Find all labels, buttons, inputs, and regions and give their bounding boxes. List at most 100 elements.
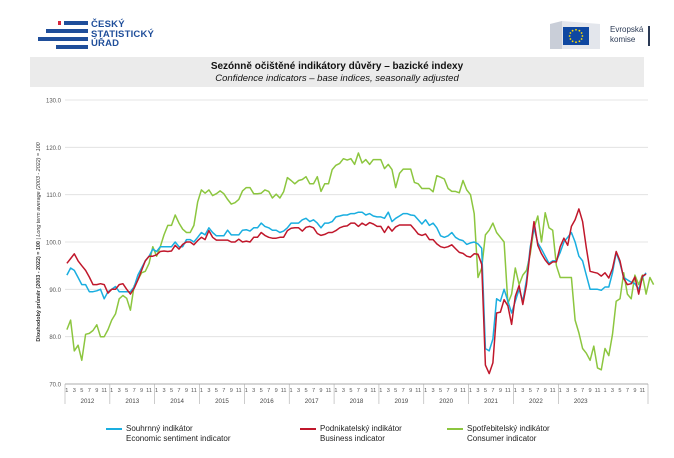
x-tick-label-month: 11 <box>460 388 466 394</box>
x-tick-label-month: 1 <box>110 388 113 394</box>
x-tick-label-month: 3 <box>387 388 390 394</box>
x-tick-label-month: 7 <box>626 388 629 394</box>
legend-label-consumer-cs: Spotřebitelský indikátor <box>467 424 550 433</box>
x-tick-label-month: 1 <box>65 388 68 394</box>
x-tick-label-month: 7 <box>357 388 360 394</box>
x-tick-label-year: 2017 <box>305 398 319 405</box>
x-tick-label-month: 11 <box>639 388 645 394</box>
x-tick-label-year: 2020 <box>439 398 453 405</box>
x-tick-label-month: 7 <box>133 388 136 394</box>
x-tick-label-month: 7 <box>402 388 405 394</box>
x-tick-label-month: 3 <box>521 388 524 394</box>
y-tick-label: 110.0 <box>46 193 61 199</box>
x-tick-label-year: 2018 <box>350 398 364 405</box>
x-tick-label-month: 5 <box>349 388 352 394</box>
y-axis-label-en: | Long term average (2003 - 2022) = 100 <box>36 142 42 239</box>
x-tick-label-month: 5 <box>574 388 577 394</box>
ec-logo-text: Evropská komise <box>610 25 644 44</box>
x-tick-label-month: 7 <box>177 388 180 394</box>
x-tick-label-year: 2013 <box>125 398 139 405</box>
legend-label-economic-en: Economic sentiment indicator <box>126 434 231 443</box>
x-tick-label-month: 1 <box>290 388 293 394</box>
x-tick-label-month: 1 <box>603 388 606 394</box>
x-tick-label-month: 7 <box>446 388 449 394</box>
y-tick-label: 90.0 <box>49 288 61 294</box>
x-tick-label-month: 3 <box>297 388 300 394</box>
x-tick-label-month: 9 <box>589 388 592 394</box>
csu-logo-bars-icon <box>38 21 88 49</box>
y-axis-label-cs: Dlouhodobý průměr (2003 - 2022) = 100 <box>35 240 42 342</box>
x-tick-label-month: 7 <box>491 388 494 394</box>
chart-subtitle: Confidence indicators – base indices, se… <box>215 73 459 84</box>
x-tick-label-month: 1 <box>514 388 517 394</box>
x-tick-label-month: 1 <box>469 388 472 394</box>
ec-logo-divider <box>648 26 650 46</box>
x-tick-label-year: 2021 <box>484 398 498 405</box>
ec-building-icon <box>550 21 600 49</box>
x-tick-label-month: 9 <box>319 388 322 394</box>
x-tick-label-month: 11 <box>370 388 376 394</box>
x-tick-label-month: 11 <box>595 388 601 394</box>
x-tick-label-month: 5 <box>529 388 532 394</box>
x-tick-label-month: 1 <box>155 388 158 394</box>
legend-label-business-en: Business indicator <box>320 434 385 443</box>
x-tick-label-month: 7 <box>222 388 225 394</box>
x-tick-label-month: 9 <box>364 388 367 394</box>
x-tick-label-month: 7 <box>312 388 315 394</box>
x-tick-label-month: 9 <box>499 388 502 394</box>
x-tick-label-month: 9 <box>275 388 278 394</box>
legend-label-consumer-en: Consumer indicator <box>467 434 537 443</box>
x-tick-label-month: 3 <box>342 388 345 394</box>
x-tick-label-month: 3 <box>252 388 255 394</box>
x-tick-label-month: 1 <box>424 388 427 394</box>
european-commission-logo: Evropská komise <box>548 20 652 50</box>
x-tick-label-month: 1 <box>334 388 337 394</box>
x-tick-label-month: 11 <box>326 388 332 394</box>
x-tick-label-month: 3 <box>118 388 121 394</box>
x-tick-label-month: 11 <box>415 388 421 394</box>
x-tick-label-month: 5 <box>260 388 263 394</box>
x-tick-label-month: 7 <box>88 388 91 394</box>
x-tick-label-month: 5 <box>170 388 173 394</box>
x-tick-label-month: 1 <box>245 388 248 394</box>
x-tick-label-month: 1 <box>200 388 203 394</box>
x-tick-label-month: 9 <box>409 388 412 394</box>
legend-swatch-business <box>300 428 316 430</box>
y-tick-label: 130.0 <box>46 99 62 105</box>
legend-label-business-cs: Podnikatelský indikátor <box>320 424 402 433</box>
series-line-economic <box>66 211 647 352</box>
x-tick-label-month: 9 <box>95 388 98 394</box>
y-tick-label: 100.0 <box>46 241 62 247</box>
x-tick-label-month: 9 <box>454 388 457 394</box>
x-tick-label-month: 5 <box>125 388 128 394</box>
x-tick-label-month: 7 <box>581 388 584 394</box>
x-tick-label-month: 5 <box>439 388 442 394</box>
x-tick-label-month: 9 <box>185 388 188 394</box>
x-tick-label-month: 5 <box>304 388 307 394</box>
series-line-consumer <box>66 152 655 371</box>
x-tick-label-month: 3 <box>476 388 479 394</box>
x-tick-label-month: 1 <box>559 388 562 394</box>
series-line-business <box>66 208 647 375</box>
x-tick-label-month: 11 <box>101 388 107 394</box>
x-tick-label-month: 3 <box>73 388 76 394</box>
x-tick-label-year: 2019 <box>394 398 408 405</box>
x-tick-label-month: 11 <box>146 388 152 394</box>
y-axis-label: Dlouhodobý průměr (2003 - 2022) = 100 | … <box>35 142 42 341</box>
x-tick-label-month: 9 <box>230 388 233 394</box>
x-tick-label-month: 11 <box>236 388 242 394</box>
x-tick-label-month: 3 <box>432 388 435 394</box>
x-tick-label-year: 2023 <box>574 398 588 405</box>
x-tick-label-month: 3 <box>162 388 165 394</box>
header: ČESKÝ STATISTICKÝ ÚŘAD Evropská komise <box>0 0 674 56</box>
x-tick-label-month: 3 <box>566 388 569 394</box>
x-tick-label-month: 5 <box>394 388 397 394</box>
x-tick-label-month: 7 <box>536 388 539 394</box>
y-tick-label: 120.0 <box>46 146 62 152</box>
x-tick-label-month: 1 <box>379 388 382 394</box>
x-tick-label-year: 2015 <box>215 398 229 405</box>
chart-title: Sezónně očištěné indikátory důvěry – baz… <box>210 61 464 72</box>
x-tick-label-month: 5 <box>215 388 218 394</box>
x-tick-label-month: 11 <box>281 388 287 394</box>
